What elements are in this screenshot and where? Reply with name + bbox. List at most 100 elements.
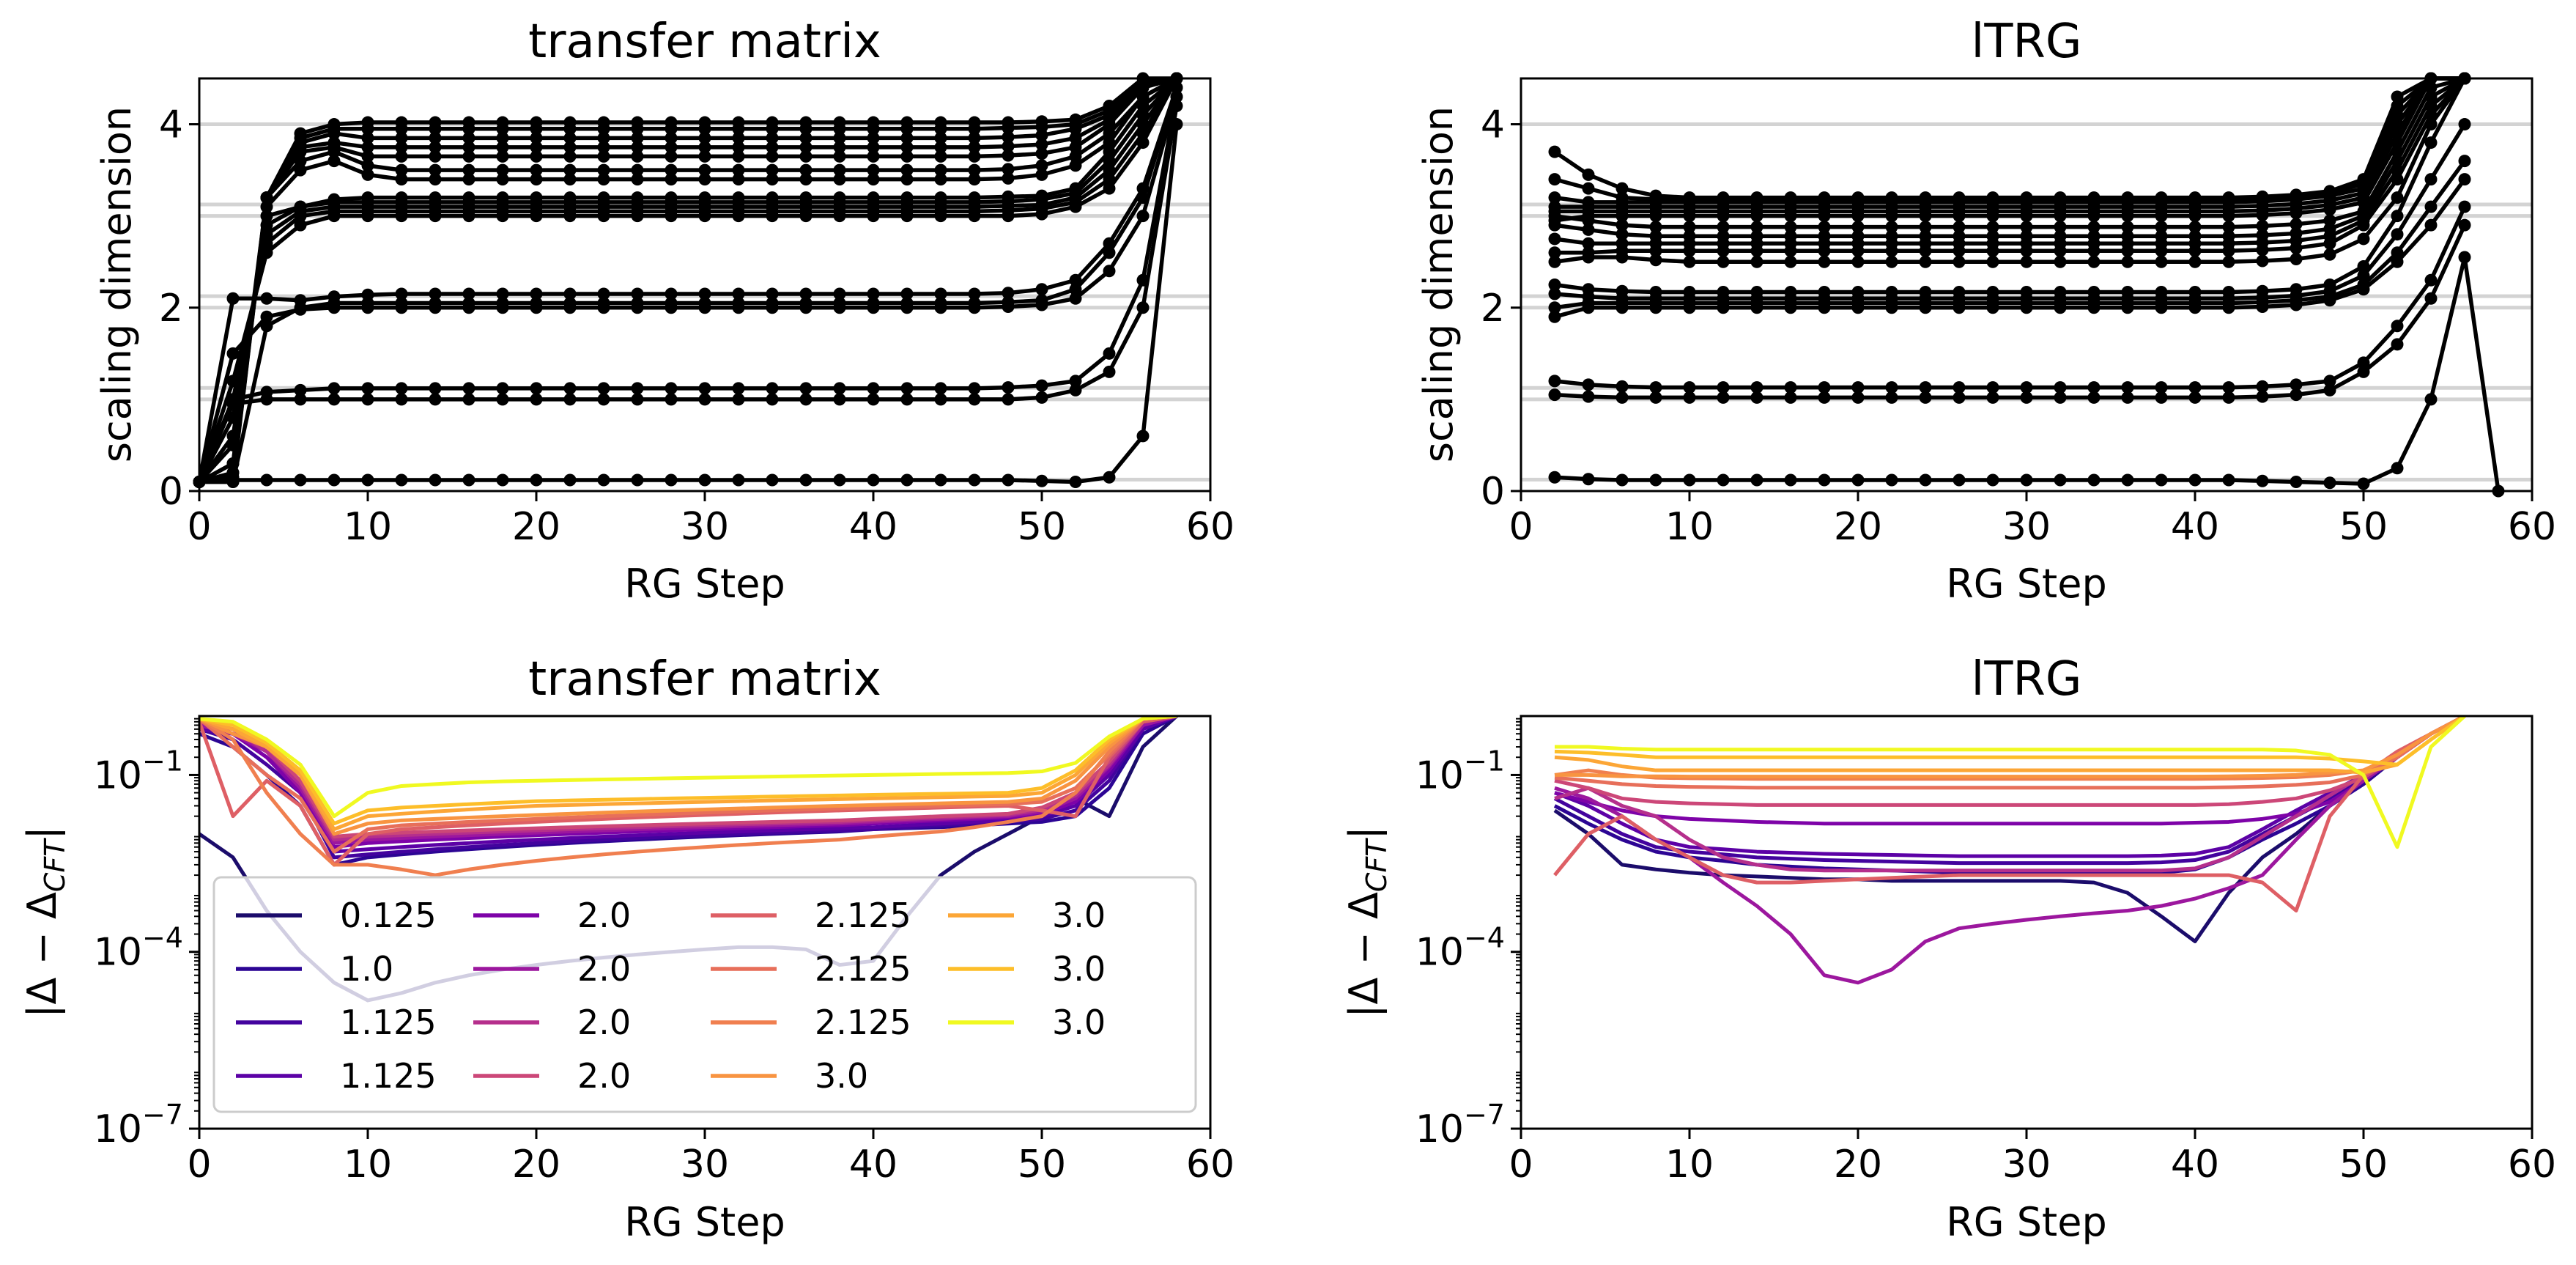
legend-label: 1.125 <box>340 1056 437 1096</box>
data-point <box>1069 150 1082 163</box>
data-point <box>1953 286 1966 299</box>
data-point <box>1069 383 1082 397</box>
data-point <box>2054 229 2067 243</box>
legend-label: 1.125 <box>340 1003 437 1042</box>
data-point <box>1851 229 1865 243</box>
data-point <box>766 116 779 129</box>
data-point <box>900 382 914 395</box>
data-point <box>1615 284 1629 298</box>
data-point <box>530 393 543 406</box>
data-point <box>732 116 745 129</box>
data-point <box>1953 191 1966 204</box>
data-point <box>900 116 914 129</box>
data-point <box>327 118 341 131</box>
data-point <box>2458 218 2471 232</box>
data-point <box>1002 393 1015 406</box>
data-point <box>766 163 779 177</box>
data-point <box>2323 375 2336 388</box>
data-point <box>631 131 644 144</box>
x-tick-label: 40 <box>849 1143 897 1187</box>
data-point <box>1986 286 1999 299</box>
x-tick-label: 50 <box>1018 1143 1066 1187</box>
panel-title: transfer matrix <box>528 15 881 69</box>
data-point <box>1002 130 1015 144</box>
data-point <box>530 163 543 177</box>
data-point <box>1851 286 1865 299</box>
data-point <box>732 173 745 186</box>
data-point <box>1750 286 1763 299</box>
data-point <box>968 173 981 186</box>
series-line <box>199 716 1177 831</box>
data-point <box>530 150 543 163</box>
y-axis-label: scaling dimension <box>94 106 140 462</box>
data-point <box>2155 255 2168 268</box>
data-point <box>1615 473 1629 487</box>
data-point <box>1615 182 1629 195</box>
data-point <box>732 473 745 487</box>
data-point <box>867 163 880 177</box>
data-point <box>563 382 577 395</box>
data-point <box>462 163 475 177</box>
data-point <box>496 191 509 204</box>
data-point <box>361 131 374 144</box>
data-point <box>732 191 745 204</box>
series-line <box>199 716 1177 836</box>
data-point <box>1851 473 1865 487</box>
data-point <box>496 141 509 154</box>
data-point <box>2391 246 2404 259</box>
data-point <box>597 150 610 163</box>
data-point <box>1582 196 1595 209</box>
data-point <box>2155 391 2168 404</box>
data-point <box>1548 375 1561 388</box>
data-point <box>361 116 374 129</box>
data-point <box>766 473 779 487</box>
data-point <box>1851 391 1865 404</box>
data-point <box>1953 221 1966 234</box>
data-point <box>833 191 846 204</box>
data-point <box>496 116 509 129</box>
data-point <box>361 473 374 487</box>
x-tick-label: 60 <box>2508 505 2556 549</box>
data-point <box>1885 473 1898 487</box>
legend-label: 0.125 <box>340 896 437 935</box>
data-point <box>361 159 374 172</box>
data-point <box>631 393 644 406</box>
data-point <box>2188 229 2202 243</box>
data-point <box>462 116 475 129</box>
y-tick-label: 2 <box>1481 287 1505 331</box>
data-point <box>1919 381 1932 394</box>
data-point <box>1649 381 1662 394</box>
data-point <box>496 287 509 300</box>
data-point <box>1851 381 1865 394</box>
data-point <box>1649 221 1662 234</box>
data-point <box>1069 182 1082 195</box>
axes-frame <box>198 77 1212 493</box>
series-line <box>1554 77 2467 295</box>
data-point <box>395 191 408 204</box>
data-point <box>2424 136 2438 150</box>
data-point <box>2256 219 2269 232</box>
series-line <box>1554 123 2467 301</box>
data-point <box>496 131 509 144</box>
data-point <box>2391 338 2404 351</box>
data-point <box>530 173 543 186</box>
series-line <box>1554 716 2466 807</box>
data-point <box>900 191 914 204</box>
data-point <box>462 473 475 487</box>
data-point <box>1986 255 1999 268</box>
data-point <box>1615 237 1629 250</box>
data-point <box>934 297 947 310</box>
data-point <box>833 173 846 186</box>
data-point <box>1548 145 1561 158</box>
series-line <box>1554 76 2466 238</box>
data-point <box>2357 232 2370 246</box>
data-point <box>968 382 981 395</box>
data-point <box>2357 173 2370 186</box>
data-point <box>2256 254 2269 268</box>
data-point <box>429 116 442 129</box>
x-tick-label: 60 <box>1186 1143 1235 1187</box>
data-point <box>1548 191 1561 204</box>
x-tick-label: 10 <box>1665 1143 1714 1187</box>
data-point <box>260 292 273 305</box>
